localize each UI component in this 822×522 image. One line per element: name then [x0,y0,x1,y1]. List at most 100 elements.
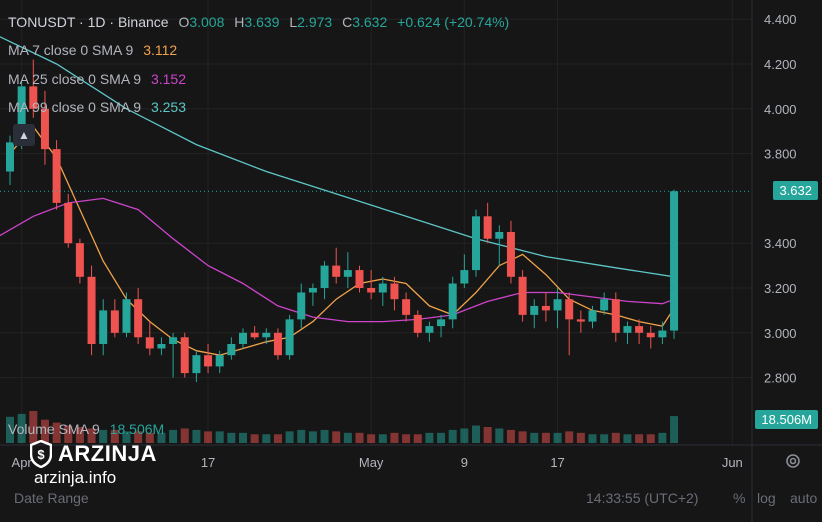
auto-toggle[interactable]: auto [790,490,818,506]
candle-body [390,283,399,300]
volume-bar [204,431,213,443]
ma7-legend[interactable]: MA 7 close 0 SMA 9 3.112 [8,42,177,58]
y-tick-label: 3.400 [764,236,797,251]
volume-bar [332,431,341,443]
y-tick-label: 4.000 [764,102,797,117]
volume-bar [518,431,527,443]
candle-body [52,149,61,203]
x-tick-label: 17 [201,455,215,470]
candle-body [17,86,26,143]
ma25-legend[interactable]: MA 25 close 0 SMA 9 3.152 [8,71,186,87]
log-toggle[interactable]: log [757,490,776,506]
y-tick-label: 2.800 [764,371,797,386]
volume-bar [658,432,667,443]
volume-bar [320,429,329,443]
candle-body [297,292,306,320]
volume-bar [495,428,504,443]
gear-icon[interactable] [784,452,802,470]
candle-body [437,319,446,327]
volume-bar [670,416,679,443]
volume-bar [145,432,154,443]
candle-body [204,355,213,367]
candle-body [425,326,434,333]
low-label: L [289,14,298,30]
volume-bar [355,432,364,443]
candle-body [285,319,294,356]
high-label: H [234,14,245,30]
volume-bar [460,428,469,443]
interval-label[interactable]: 1D [87,14,106,30]
volume-bar [541,432,550,443]
date-range-button[interactable]: Date Range [14,490,89,506]
volume-bar [588,434,597,443]
y-tick-label: 4.400 [764,12,797,27]
low-value: 2.973 [297,14,333,30]
x-tick-label: Apr [12,455,33,470]
volume-bar [29,411,38,443]
candle-body [495,232,504,239]
candle-body [273,332,282,356]
candle-body [378,283,387,293]
candle-body [355,270,364,288]
volume-bar [483,427,492,443]
volume-bar [437,432,446,443]
candle-body [402,299,411,315]
high-value: 3.639 [244,14,280,30]
candle-body [227,344,236,356]
ma-line-3 [0,36,675,278]
volume-bar [192,429,201,443]
candle-body [588,310,597,322]
arzinja-shield-icon: $ [30,440,52,468]
y-tick-label: 3.200 [764,281,797,296]
watermark-logo: $ ARZINJA arzinja.info [30,440,157,488]
change-value: +0.624 (+20.74%) [397,14,510,30]
candle-body [506,232,515,277]
candle-body [332,265,341,277]
volume-bar [17,413,26,443]
volume-bar [600,434,609,443]
candle-body [134,299,143,338]
percent-toggle[interactable]: % [733,490,746,506]
volume-bar [52,422,61,443]
candle-body [320,265,329,288]
ma99-label: MA 99 close 0 SMA 9 [8,99,142,115]
separator-dot: · [109,14,118,30]
y-tick-label: 3.800 [764,147,797,162]
candle-body [29,86,38,109]
ma99-legend[interactable]: MA 99 close 0 SMA 9 3.253 [8,99,186,115]
volume-bar [623,434,632,443]
candle-body [110,310,119,333]
volume-bar [378,434,387,443]
candle-body [262,332,271,338]
candle-body [576,319,585,322]
volume-bar [506,429,515,443]
chevron-up-icon[interactable]: ▲ [13,124,35,146]
ma7-label: MA 7 close 0 SMA 9 [8,42,134,58]
volume-bar [611,432,620,443]
volume-bar [402,434,411,443]
x-tick-label: 9 [461,455,468,470]
candle-body [670,191,679,331]
ma99-value: 3.253 [150,99,187,115]
candle-body [64,202,73,244]
volume-bar [40,419,49,443]
candle-body [565,299,574,320]
volume-value: 18.506M [109,421,165,437]
volume-bar [239,432,247,443]
open-value: 3.008 [189,14,225,30]
volume-bar [134,431,143,443]
clock-label: 14:33:55 (UTC+2) [586,490,699,506]
candle-body [122,299,131,333]
candle-body [40,108,49,150]
volume-bar [448,429,457,443]
volume-legend[interactable]: Volume SMA 9 18.506M [8,421,164,437]
x-tick-label: 17 [550,455,564,470]
volume-bar [646,434,655,443]
volume-bar [180,428,189,443]
symbol-name[interactable]: TONUSDT [8,14,76,30]
candle-body [483,216,492,239]
x-tick-label: May [359,455,384,470]
candle-body [145,337,154,349]
candle-body [308,288,317,293]
